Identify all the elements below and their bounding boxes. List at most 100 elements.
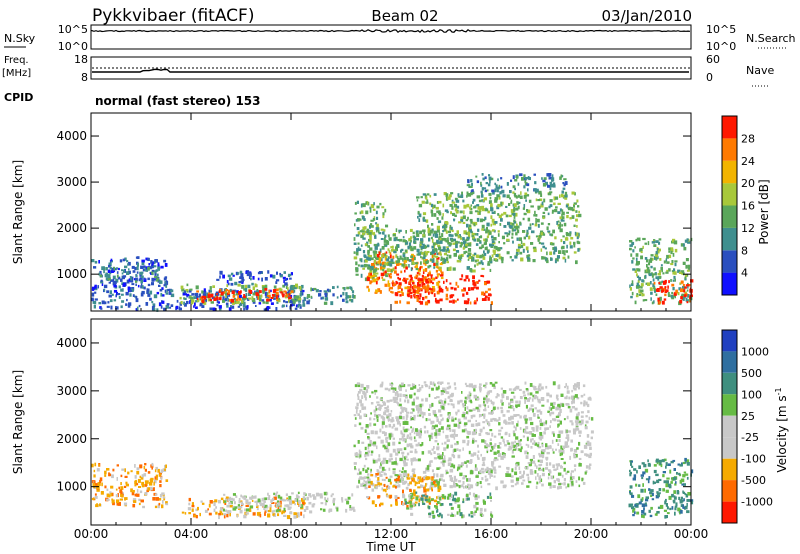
velocity-echo-cell xyxy=(399,411,402,415)
power-echo-cell xyxy=(674,271,677,275)
power-echo-cell xyxy=(423,285,427,290)
power-echo-cell xyxy=(513,219,516,222)
velocity-echo-cell xyxy=(662,488,665,492)
power-echo-cell xyxy=(147,277,150,281)
power-echo-cell xyxy=(480,184,483,187)
velocity-echo-cell xyxy=(140,476,144,480)
velocity-echo-cell xyxy=(513,444,517,449)
velocity-echo-cell xyxy=(392,419,395,422)
velocity-echo-cell xyxy=(229,513,231,517)
velocity-echo-cell xyxy=(139,475,142,479)
power-echo-cell xyxy=(364,254,367,259)
power-echo-cell xyxy=(196,297,199,300)
power-echo-cell xyxy=(444,238,447,242)
power-echo-cell xyxy=(428,279,432,284)
velocity-echo-cell xyxy=(371,450,374,454)
velocity-echo-cell xyxy=(309,510,313,514)
power-echo-cell xyxy=(543,256,546,260)
velocity-echo-cell xyxy=(436,510,438,513)
power-echo-cell xyxy=(367,266,370,270)
velocity-echo-cell xyxy=(403,463,407,467)
time-ticklabel: 16:00 xyxy=(474,527,509,541)
power-echo-cell xyxy=(637,280,640,284)
power-echo-cell xyxy=(201,305,205,308)
power-echo-cell xyxy=(450,239,454,243)
velocity-echo-cell xyxy=(191,504,195,508)
power-echo-cell xyxy=(201,290,204,294)
velocity-echo-cell xyxy=(293,512,297,516)
power-echo-cell xyxy=(497,189,499,193)
velocity-echo-cell xyxy=(272,512,275,516)
velocity-echo-cell xyxy=(154,479,157,484)
power-echo-cell xyxy=(409,274,413,278)
velocity-echo-cell xyxy=(573,387,577,391)
power-echo-cell xyxy=(402,254,406,258)
power-echo-cell xyxy=(435,261,439,266)
power-echo-cell xyxy=(342,287,345,290)
power-echo-cell xyxy=(636,261,639,265)
velocity-echo-cell xyxy=(478,414,481,418)
power-echo-cell xyxy=(549,242,552,246)
velocity-echo-cell xyxy=(542,467,545,472)
power-echo-cell xyxy=(228,307,232,311)
power-echo-cell xyxy=(653,287,656,291)
power-echo-cell xyxy=(416,272,420,275)
velocity-echo-cell xyxy=(505,431,508,435)
velocity-echo-cell xyxy=(545,446,547,450)
velocity-echo-cell xyxy=(459,399,463,403)
velocity-echo-cell xyxy=(200,500,203,503)
power-echo-cell xyxy=(688,284,691,287)
power-echo-cell xyxy=(91,288,94,291)
power-echo-cell xyxy=(436,281,440,286)
power-echo-cell xyxy=(122,258,125,262)
power-echo-cell xyxy=(484,281,487,286)
velocity-echo-cell xyxy=(381,478,384,481)
power-echo-cell xyxy=(151,269,155,273)
power-echo-cell xyxy=(186,300,189,305)
power-echo-cell xyxy=(428,287,431,291)
velocity-echo-cell xyxy=(138,486,141,488)
power-echo-cell xyxy=(516,175,519,179)
velocity-echo-cell xyxy=(373,423,377,426)
power-echo-cell xyxy=(201,299,205,304)
power-echo-cell xyxy=(689,296,691,300)
power-echo-cell xyxy=(418,300,421,303)
power-echo-cell xyxy=(562,219,565,222)
velocity-colorbar-frame xyxy=(721,329,738,524)
power-echo-cell xyxy=(420,261,422,265)
velocity-echo-cell xyxy=(144,483,147,487)
power-echo-cell xyxy=(635,285,639,288)
power-echo-cell xyxy=(147,283,151,287)
velocity-echo-cell xyxy=(407,384,411,387)
power-echo-cell xyxy=(436,290,440,295)
velocity-echo-cell xyxy=(451,403,455,406)
velocity-echo-cell xyxy=(414,439,417,442)
power-echo-cell xyxy=(201,295,205,299)
freq-unit: [MHz] xyxy=(2,68,31,79)
velocity-echo-cell xyxy=(585,453,589,457)
power-echo-cell xyxy=(559,176,562,180)
power-echo-cell xyxy=(490,207,494,212)
power-echo-cell xyxy=(373,243,377,247)
power-echo-cell xyxy=(463,210,465,215)
power-echo-cell xyxy=(480,260,483,264)
velocity-echo-cell xyxy=(648,476,651,480)
power-echo-cell xyxy=(384,253,387,256)
velocity-echo-cell xyxy=(361,441,365,444)
velocity-echo-cell xyxy=(548,482,552,486)
power-echo-cell xyxy=(196,290,199,293)
velocity-echo-cell xyxy=(503,441,505,444)
power-echo-cell xyxy=(110,270,114,273)
power-echo-cell xyxy=(179,296,182,300)
velocity-echo-cell xyxy=(581,419,584,424)
velocity-echo-cell xyxy=(540,397,545,401)
power-echo-cell xyxy=(144,267,147,272)
velocity-echo-cell xyxy=(396,474,399,477)
power-echo-cell xyxy=(191,293,195,296)
power-echo-cell xyxy=(458,255,463,259)
velocity-echo-cell xyxy=(398,479,401,483)
velocity-echo-cell xyxy=(675,502,678,507)
velocity-echo-cell xyxy=(683,498,685,502)
velocity-echo-cell xyxy=(457,466,461,470)
velocity-echo-cell xyxy=(467,486,471,489)
